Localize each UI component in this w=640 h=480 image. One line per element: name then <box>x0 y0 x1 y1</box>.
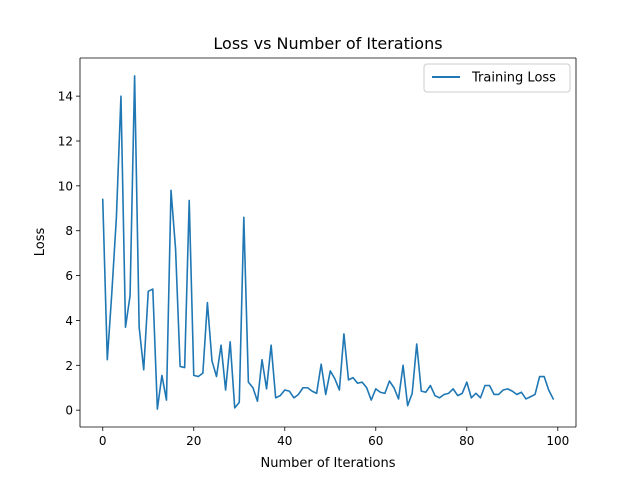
x-tick-label: 80 <box>459 434 474 448</box>
y-tick-label: 14 <box>58 90 73 104</box>
y-tick-label: 6 <box>65 269 73 283</box>
chart-title: Loss vs Number of Iterations <box>213 34 442 53</box>
y-axis-label: Loss <box>33 228 48 257</box>
legend: Training Loss <box>423 63 571 93</box>
y-tick-label: 4 <box>65 314 73 328</box>
y-tick-label: 2 <box>65 359 73 373</box>
y-axis-ticks: 0 2 4 6 8 10 12 14 <box>58 90 80 418</box>
series-layer <box>101 75 555 410</box>
legend-label-training-loss: Training Loss <box>471 71 556 86</box>
x-tick-label: 40 <box>277 434 292 448</box>
y-tick-label: 0 <box>65 404 73 418</box>
x-tick-label: 0 <box>99 434 107 448</box>
y-tick-label: 10 <box>58 179 73 193</box>
plot-area <box>80 58 576 427</box>
x-tick-label: 60 <box>368 434 383 448</box>
y-tick-label: 12 <box>58 134 73 148</box>
series-line-training-loss <box>101 75 555 410</box>
x-axis-label: Number of Iterations <box>261 456 396 471</box>
x-axis-ticks: 0 20 40 60 80 100 <box>99 427 569 448</box>
x-tick-label: 20 <box>186 434 201 448</box>
legend-box <box>423 63 571 93</box>
y-tick-label: 8 <box>65 224 73 238</box>
x-tick-label: 100 <box>546 434 569 448</box>
